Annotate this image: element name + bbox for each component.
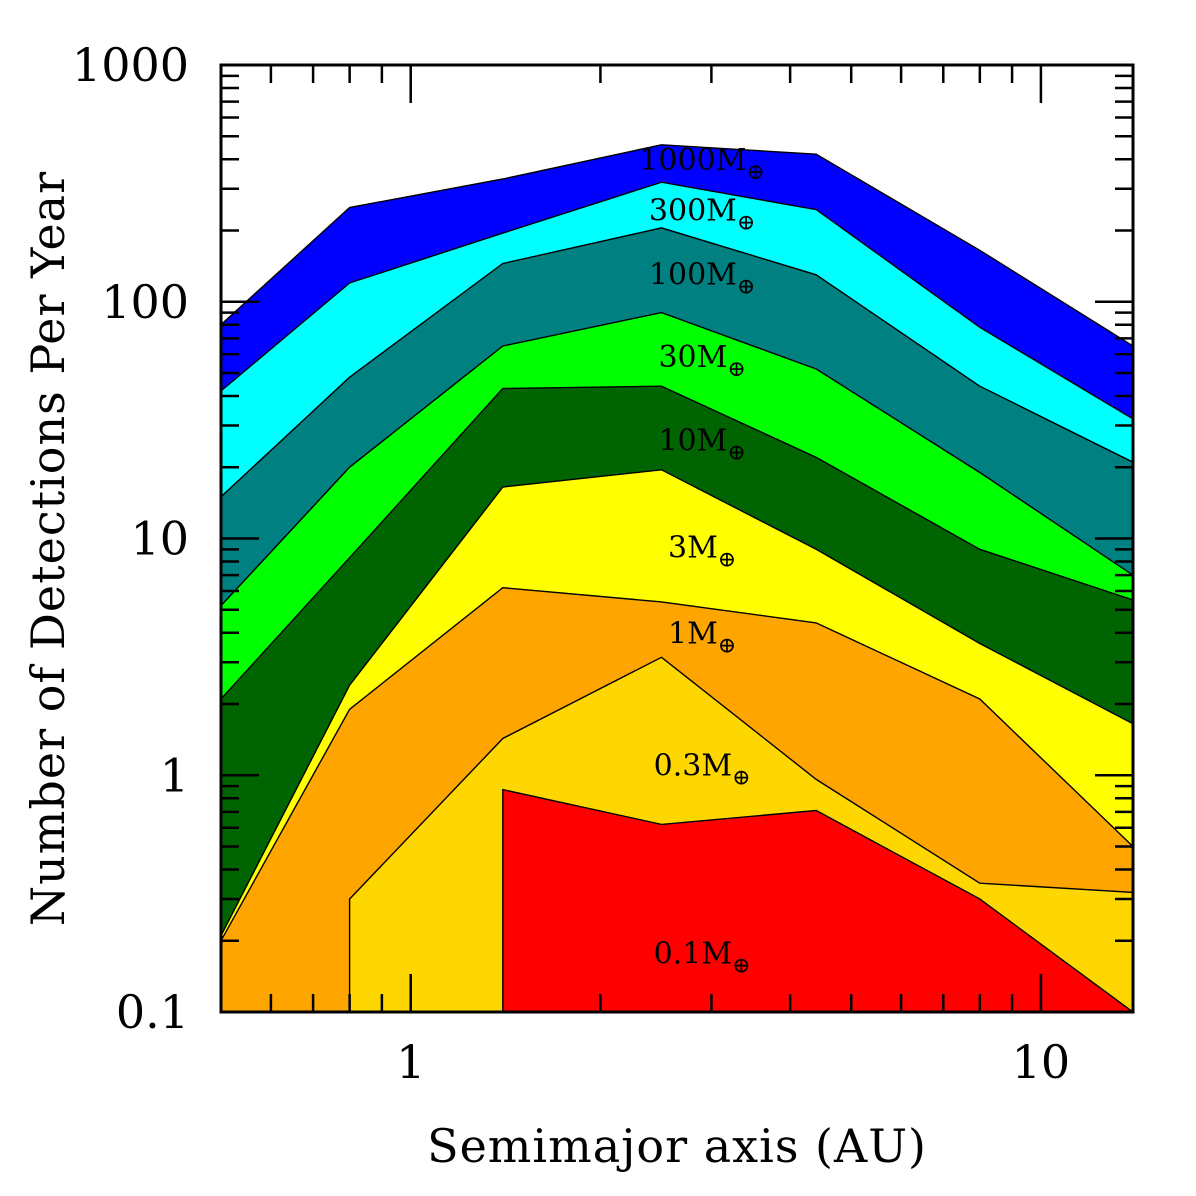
y-tick-label: 10 [130, 512, 189, 566]
bands-layer [220, 144, 1136, 1013]
band-label-0p3m: 0.3M⊕ [654, 748, 751, 790]
earth-symbol-icon: ⊕ [737, 275, 755, 300]
band-label-10m: 10M⊕ [658, 424, 745, 466]
band-label-mass: 3M [668, 531, 718, 566]
band-label-mass: 1M [668, 617, 718, 652]
band-label-mass: 10M [658, 424, 727, 459]
plot-frame [219, 63, 1135, 1014]
band-label-1000m: 1000M⊕ [639, 143, 765, 185]
earth-symbol-icon: ⊕ [727, 357, 745, 382]
band-label-mass: 1000M [639, 143, 746, 178]
y-tick-label: 1000 [72, 38, 189, 92]
earth-symbol-icon: ⊕ [737, 211, 755, 236]
band-label-mass: 30M [658, 340, 727, 375]
tick-labels-layer: 1 10 0.1 1 10 100 1000 [72, 38, 1070, 1089]
y-axis-title: Number of Detections Per Year [21, 171, 75, 926]
x-tick-label: 1 [396, 1035, 425, 1089]
band-label-mass: 300M [649, 194, 737, 229]
band-label-300m: 300M⊕ [649, 194, 755, 236]
x-axis-title: Semimajor axis (AU) [427, 1119, 927, 1173]
band-label-mass: 0.3M [654, 748, 732, 783]
earth-symbol-icon: ⊕ [732, 765, 750, 790]
band-labels-layer: 1000M⊕300M⊕100M⊕30M⊕10M⊕3M⊕1M⊕0.3M⊕0.1M⊕ [639, 143, 765, 979]
earth-symbol-icon: ⊕ [727, 441, 745, 466]
earth-symbol-icon: ⊕ [718, 548, 736, 573]
band-label-100m: 100M⊕ [649, 258, 755, 300]
band-label-mass: 100M [649, 258, 737, 293]
band-label-3m: 3M⊕ [668, 531, 736, 573]
band-label-0p1m: 0.1M⊕ [654, 937, 751, 979]
y-tick-label: 100 [101, 275, 189, 329]
y-tick-label: 0.1 [116, 985, 189, 1039]
band-label-mass: 0.1M [654, 937, 732, 972]
x-tick-label: 10 [1012, 1035, 1071, 1089]
earth-symbol-icon: ⊕ [732, 954, 750, 979]
band-label-30m: 30M⊕ [658, 340, 745, 382]
earth-symbol-icon: ⊕ [718, 634, 736, 659]
y-tick-label: 1 [160, 748, 189, 802]
band-label-1m: 1M⊕ [668, 617, 736, 659]
earth-symbol-icon: ⊕ [746, 160, 764, 185]
